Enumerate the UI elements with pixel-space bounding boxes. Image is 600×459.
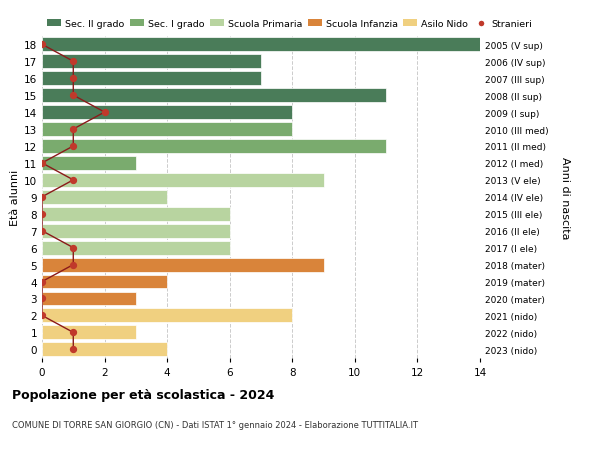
Bar bbox=[42, 89, 386, 103]
Bar bbox=[42, 275, 167, 289]
Point bbox=[68, 261, 78, 269]
Point bbox=[37, 295, 47, 302]
Bar bbox=[42, 123, 292, 137]
Text: COMUNE DI TORRE SAN GIORGIO (CN) - Dati ISTAT 1° gennaio 2024 - Elaborazione TUT: COMUNE DI TORRE SAN GIORGIO (CN) - Dati … bbox=[12, 420, 418, 429]
Bar bbox=[42, 174, 323, 187]
Bar bbox=[42, 140, 386, 154]
Y-axis label: Età alunni: Età alunni bbox=[10, 169, 20, 225]
Bar bbox=[42, 207, 230, 221]
Point bbox=[37, 160, 47, 167]
Bar bbox=[42, 106, 292, 120]
Point bbox=[68, 143, 78, 150]
Y-axis label: Anni di nascita: Anni di nascita bbox=[560, 156, 569, 239]
Point bbox=[68, 177, 78, 184]
Bar bbox=[42, 38, 480, 52]
Point bbox=[100, 109, 109, 117]
Bar bbox=[42, 258, 323, 272]
Point bbox=[68, 75, 78, 83]
Bar bbox=[42, 326, 136, 340]
Point bbox=[37, 312, 47, 319]
Point bbox=[37, 41, 47, 49]
Point bbox=[68, 92, 78, 100]
Bar bbox=[42, 157, 136, 170]
Point bbox=[68, 126, 78, 134]
Point bbox=[68, 346, 78, 353]
Text: Popolazione per età scolastica - 2024: Popolazione per età scolastica - 2024 bbox=[12, 388, 274, 401]
Bar bbox=[42, 190, 167, 204]
Bar bbox=[42, 72, 261, 86]
Point bbox=[68, 58, 78, 66]
Bar bbox=[42, 309, 292, 323]
Point bbox=[37, 278, 47, 285]
Bar bbox=[42, 241, 230, 255]
Bar bbox=[42, 342, 167, 357]
Bar bbox=[42, 55, 261, 69]
Point bbox=[37, 211, 47, 218]
Point bbox=[68, 329, 78, 336]
Point bbox=[68, 245, 78, 252]
Point bbox=[37, 194, 47, 201]
Bar bbox=[42, 224, 230, 238]
Point bbox=[37, 228, 47, 235]
Legend: Sec. II grado, Sec. I grado, Scuola Primaria, Scuola Infanzia, Asilo Nido, Stran: Sec. II grado, Sec. I grado, Scuola Prim… bbox=[47, 20, 532, 29]
Bar bbox=[42, 292, 136, 306]
